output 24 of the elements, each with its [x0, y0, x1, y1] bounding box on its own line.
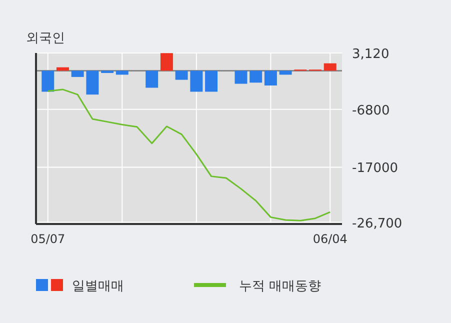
bar — [116, 70, 128, 75]
bar — [264, 70, 277, 86]
bar — [42, 70, 54, 92]
line-series — [47, 88, 331, 222]
legend-label: 일별매매 — [72, 279, 124, 294]
bar — [86, 70, 99, 95]
chart-title: 외국인 — [26, 31, 65, 46]
bar — [190, 70, 203, 92]
x-tick-label: 05/07 — [30, 232, 66, 246]
y-tick-label: 3,120 — [352, 47, 390, 62]
bar — [160, 53, 173, 71]
x-tick-label: 06/04 — [312, 232, 348, 246]
bar — [175, 70, 188, 80]
y-tick-label: -26,700 — [352, 216, 402, 232]
bar — [71, 70, 84, 77]
bar — [279, 70, 292, 75]
y-tick-label: -17000 — [352, 161, 398, 176]
bar — [205, 70, 218, 92]
y-tick-label: -6800 — [352, 103, 390, 118]
bar — [234, 70, 248, 84]
bar — [324, 63, 336, 71]
bar — [250, 70, 262, 83]
legend-label: 누적 매매동향 — [239, 279, 322, 294]
bar — [146, 70, 158, 88]
